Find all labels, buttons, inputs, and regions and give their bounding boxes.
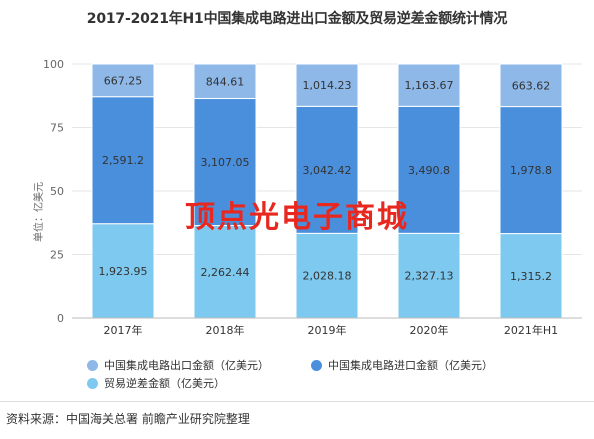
- bar-segment: [397, 63, 461, 107]
- x-tick-label: 2018年: [206, 323, 245, 337]
- data-label: 2,262.44: [201, 266, 250, 279]
- legend-swatch-import: [311, 359, 322, 371]
- data-label: 1,163.67: [405, 79, 454, 92]
- bar-segment: [295, 232, 359, 319]
- x-tick-label: 2021年H1: [504, 323, 558, 337]
- bar-segment: [193, 225, 257, 319]
- data-label: 1,923.95: [99, 265, 148, 278]
- x-tick-label: 2020年: [410, 323, 449, 337]
- y-tick-label: 100: [43, 58, 64, 71]
- legend-item-import: 中国集成电路进口金额（亿美元）: [311, 357, 493, 373]
- bar-segment: [193, 63, 257, 100]
- y-tick-label: 75: [50, 122, 64, 135]
- watermark-overlay-text: 顶点光电子商城: [185, 200, 409, 235]
- bar-segment: [499, 233, 563, 319]
- legend-swatch-export: [87, 359, 98, 371]
- data-label: 2,591.2: [102, 154, 144, 167]
- bar-segment: [295, 63, 359, 107]
- source-note: 资料来源：中国海关总署 前瞻产业研究院整理: [6, 412, 250, 426]
- x-tick-label: 2019年: [308, 323, 347, 337]
- footer-divider: [0, 401, 594, 402]
- x-tick-label: 2017年: [104, 323, 143, 337]
- bar-segment: [499, 106, 563, 235]
- data-label: 3,107.05: [201, 156, 250, 169]
- bar-segment: [193, 98, 257, 227]
- legend-item-export: 中国集成电路出口金额（亿美元）: [87, 357, 269, 373]
- data-label: 3,042.42: [303, 164, 352, 177]
- data-label: 844.61: [206, 75, 245, 88]
- data-label: 663.62: [512, 79, 551, 92]
- bar-segment: [397, 105, 461, 234]
- legend-label-import: 中国集成电路进口金额（亿美元）: [328, 359, 493, 372]
- legend-label-export: 中国集成电路出口金额（亿美元）: [104, 359, 269, 372]
- bar-segment: [499, 63, 563, 108]
- y-tick-label: 50: [50, 185, 64, 198]
- data-label: 667.25: [104, 74, 143, 87]
- data-label: 1,014.23: [303, 79, 352, 92]
- y-tick-label: 0: [57, 312, 64, 325]
- data-label: 2,028.18: [303, 270, 352, 283]
- bar-segment: [91, 96, 155, 225]
- data-label: 1,978.8: [510, 164, 552, 177]
- legend-swatch-deficit: [87, 377, 98, 389]
- data-label: 2,327.13: [405, 270, 454, 283]
- data-label: 3,490.8: [408, 164, 450, 177]
- data-label: 1,315.2: [510, 270, 552, 283]
- y-tick-label: 25: [50, 249, 64, 262]
- stacked-bar-chart: 0 25 50 75 100 1,923.95 2,591.2 667.25 2017年 2,26…: [43, 58, 582, 337]
- legend-item-deficit: 贸易逆差金额（亿美元）: [87, 375, 225, 391]
- bar-segment: [295, 105, 359, 234]
- legend-label-deficit: 贸易逆差金额（亿美元）: [104, 377, 225, 390]
- bar-segment: [91, 63, 155, 98]
- chart-title: 2017-2021年H1中国集成电路进出口金额及贸易逆差金额统计情况: [86, 11, 508, 27]
